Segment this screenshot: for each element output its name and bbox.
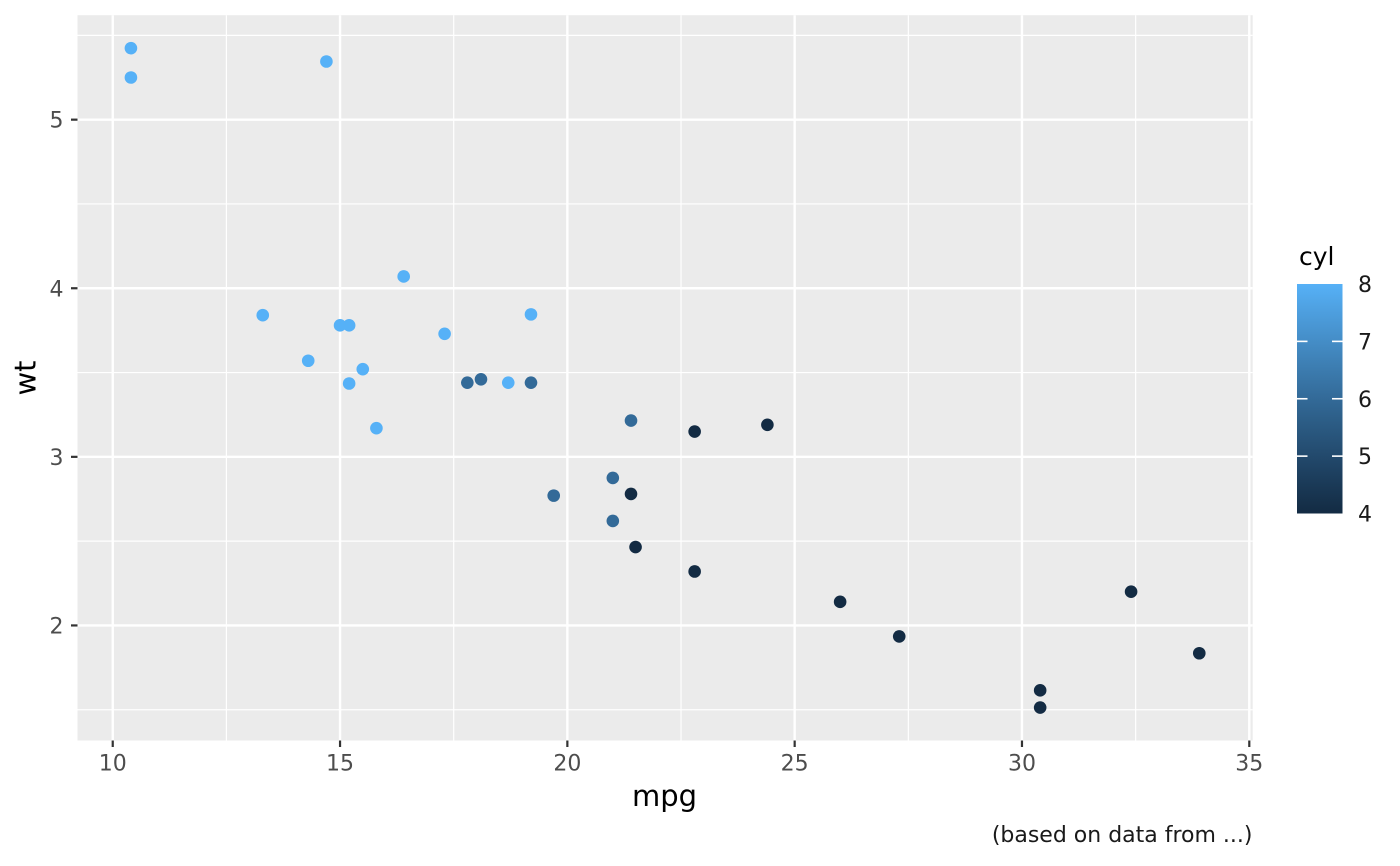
y-axis-title: wt (8, 360, 43, 396)
plot-caption: (based on data from ...) (991, 822, 1253, 848)
data-point[interactable] (761, 418, 774, 432)
data-point[interactable] (438, 327, 451, 341)
data-point[interactable] (547, 489, 561, 502)
data-point[interactable] (342, 377, 356, 390)
data-point[interactable] (342, 319, 356, 332)
data-point[interactable] (301, 354, 315, 368)
x-tick-label: 35 (1235, 752, 1263, 777)
legend-tick-label: 4 (1358, 503, 1372, 528)
data-point[interactable] (333, 319, 347, 332)
y-tick-label: 3 (50, 446, 64, 471)
legend-tick-label: 5 (1358, 445, 1372, 470)
data-point[interactable] (461, 376, 474, 389)
y-tick-label: 5 (50, 109, 64, 134)
legend-tick-label: 8 (1358, 273, 1372, 298)
data-point[interactable] (606, 514, 620, 528)
data-point[interactable] (256, 308, 270, 322)
data-point[interactable] (501, 376, 515, 389)
data-point[interactable] (397, 270, 410, 283)
x-tick-label: 25 (781, 752, 809, 777)
data-point[interactable] (524, 308, 538, 321)
data-point[interactable] (688, 425, 701, 438)
data-point[interactable] (688, 565, 701, 578)
data-point[interactable] (124, 71, 138, 84)
y-tick-label: 2 (50, 614, 64, 639)
data-point[interactable] (474, 372, 488, 386)
data-point[interactable] (1192, 646, 1206, 660)
data-point[interactable] (833, 595, 847, 609)
legend-title: cyl (1299, 242, 1335, 271)
x-tick-label: 30 (1008, 752, 1036, 777)
data-point[interactable] (524, 376, 538, 389)
data-point[interactable] (892, 630, 906, 643)
data-point[interactable] (1033, 684, 1047, 697)
x-tick-label: 10 (99, 752, 127, 777)
data-point[interactable] (629, 540, 642, 554)
data-point[interactable] (1033, 701, 1047, 714)
x-tick-label: 20 (553, 752, 581, 777)
data-point[interactable] (356, 362, 370, 376)
panel-background (77, 15, 1253, 741)
data-point[interactable] (606, 471, 620, 485)
x-tick-label: 15 (326, 752, 354, 777)
data-point[interactable] (124, 41, 138, 55)
x-axis-title: mpg (631, 778, 698, 813)
data-point[interactable] (624, 414, 638, 427)
data-point[interactable] (320, 55, 333, 68)
data-point[interactable] (624, 487, 638, 501)
legend-tick-label: 7 (1358, 330, 1372, 355)
data-point[interactable] (370, 421, 383, 435)
y-tick-label: 4 (50, 277, 64, 302)
legend-tick-label: 6 (1358, 388, 1372, 413)
data-point[interactable] (1124, 585, 1138, 599)
